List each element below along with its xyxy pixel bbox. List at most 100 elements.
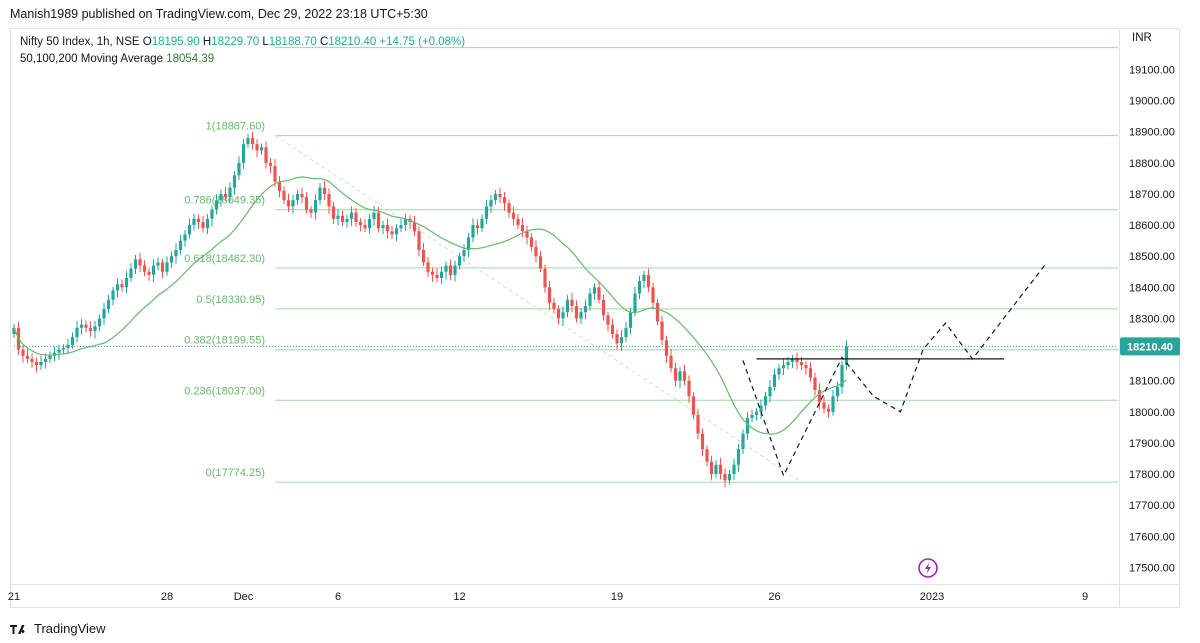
candle-body bbox=[579, 312, 583, 319]
candle-body bbox=[75, 327, 79, 338]
candle-body bbox=[345, 218, 349, 222]
candle-body bbox=[718, 464, 723, 475]
candle-body bbox=[421, 249, 426, 263]
candle-body bbox=[583, 306, 588, 313]
candle-body bbox=[462, 249, 466, 257]
candle-body bbox=[844, 346, 849, 366]
candle-body bbox=[201, 221, 205, 229]
y-tick-label: 18600.00 bbox=[1129, 220, 1175, 232]
candle-body bbox=[835, 386, 840, 397]
candle-body bbox=[12, 327, 16, 335]
symbol-title[interactable]: Nifty 50 Index, 1h, NSE bbox=[20, 36, 140, 48]
candle-body bbox=[115, 284, 120, 291]
publish-line: Manish1989 published on TradingView.com,… bbox=[10, 7, 428, 21]
candle-body bbox=[250, 137, 255, 145]
candle-body bbox=[547, 287, 552, 303]
currency-label: INR bbox=[1132, 32, 1152, 44]
candle-body bbox=[318, 187, 322, 201]
candle-body bbox=[705, 449, 709, 462]
candle-body bbox=[156, 262, 160, 266]
candle-body bbox=[160, 262, 165, 272]
candle-body bbox=[628, 312, 633, 328]
candle-body bbox=[525, 231, 529, 238]
ma-legend[interactable]: 50,100,200 Moving Average 18054.39 bbox=[20, 53, 214, 65]
y-tick-label: 18500.00 bbox=[1129, 251, 1175, 263]
candle-body bbox=[615, 334, 619, 344]
candle-body bbox=[624, 327, 628, 338]
candle-body bbox=[475, 225, 480, 229]
candle-body bbox=[205, 218, 210, 229]
candle-body bbox=[601, 299, 606, 316]
candle-body bbox=[723, 474, 727, 481]
candle-body bbox=[192, 218, 196, 226]
candle-body bbox=[147, 271, 151, 275]
candle-body bbox=[682, 371, 687, 381]
close-value: 18210.40 bbox=[328, 36, 377, 48]
candle-body bbox=[768, 386, 772, 397]
close-label: C bbox=[319, 36, 329, 48]
candle-body bbox=[106, 299, 111, 310]
candle-body bbox=[709, 461, 714, 475]
candle-body bbox=[268, 162, 273, 166]
x-tick-label: 12 bbox=[453, 591, 465, 603]
candle-body bbox=[633, 293, 637, 313]
candle-body bbox=[84, 324, 88, 328]
candle-body bbox=[543, 268, 547, 288]
candle-body bbox=[178, 240, 183, 250]
candle-body bbox=[430, 271, 435, 275]
candle-body bbox=[538, 256, 543, 269]
candle-body bbox=[88, 327, 93, 331]
candle-body bbox=[588, 293, 592, 306]
candle-body bbox=[309, 209, 313, 213]
candle-body bbox=[196, 218, 201, 222]
candle-body bbox=[471, 225, 475, 238]
ma-label[interactable]: 50,100,200 Moving Average bbox=[20, 53, 164, 65]
candle-body bbox=[286, 200, 291, 207]
candle-body bbox=[714, 464, 718, 475]
candle-body bbox=[21, 349, 25, 356]
candle-body bbox=[259, 147, 264, 151]
candle-body bbox=[214, 200, 219, 210]
candle-body bbox=[57, 349, 61, 353]
candle-body bbox=[169, 256, 174, 263]
x-tick-label: 28 bbox=[161, 591, 173, 603]
candle-body bbox=[664, 340, 669, 356]
candle-body bbox=[313, 200, 318, 213]
candle-body bbox=[232, 175, 237, 188]
candle-body bbox=[592, 287, 597, 294]
candle-body bbox=[165, 262, 169, 272]
candle-body bbox=[691, 396, 696, 415]
low-label: L bbox=[262, 36, 269, 48]
candle-body bbox=[39, 362, 43, 366]
candle-body bbox=[781, 365, 786, 369]
y-tick-label: 18800.00 bbox=[1129, 158, 1175, 170]
candle-body bbox=[228, 187, 232, 198]
candle-body bbox=[390, 231, 394, 235]
candle-body bbox=[646, 274, 651, 288]
candle-body bbox=[453, 265, 457, 275]
candle-body bbox=[457, 256, 462, 266]
candle-body bbox=[507, 203, 511, 213]
price-axis-separator bbox=[1119, 28, 1120, 608]
footer-brand[interactable]: TradingView bbox=[10, 621, 106, 636]
candle-body bbox=[349, 212, 354, 219]
candle-body bbox=[520, 225, 525, 232]
candle-body bbox=[448, 265, 453, 275]
candle-body bbox=[367, 218, 372, 229]
candle-body bbox=[750, 414, 754, 419]
candle-body bbox=[439, 271, 444, 278]
tradingview-logo-icon bbox=[10, 624, 25, 634]
candle-body bbox=[610, 324, 615, 335]
lightning-icon[interactable] bbox=[918, 558, 938, 578]
candle-body bbox=[444, 265, 448, 272]
candle-body bbox=[385, 225, 390, 232]
candle-body bbox=[264, 147, 268, 163]
candle-body bbox=[489, 200, 493, 207]
symbol-legend[interactable]: Nifty 50 Index, 1h, NSE O18195.90 H18229… bbox=[20, 36, 465, 48]
candle-body bbox=[552, 302, 556, 310]
low-value: 18188.70 bbox=[268, 36, 317, 48]
time-axis-separator bbox=[10, 584, 1180, 585]
candle-body bbox=[133, 259, 138, 269]
candle-body bbox=[660, 321, 664, 341]
